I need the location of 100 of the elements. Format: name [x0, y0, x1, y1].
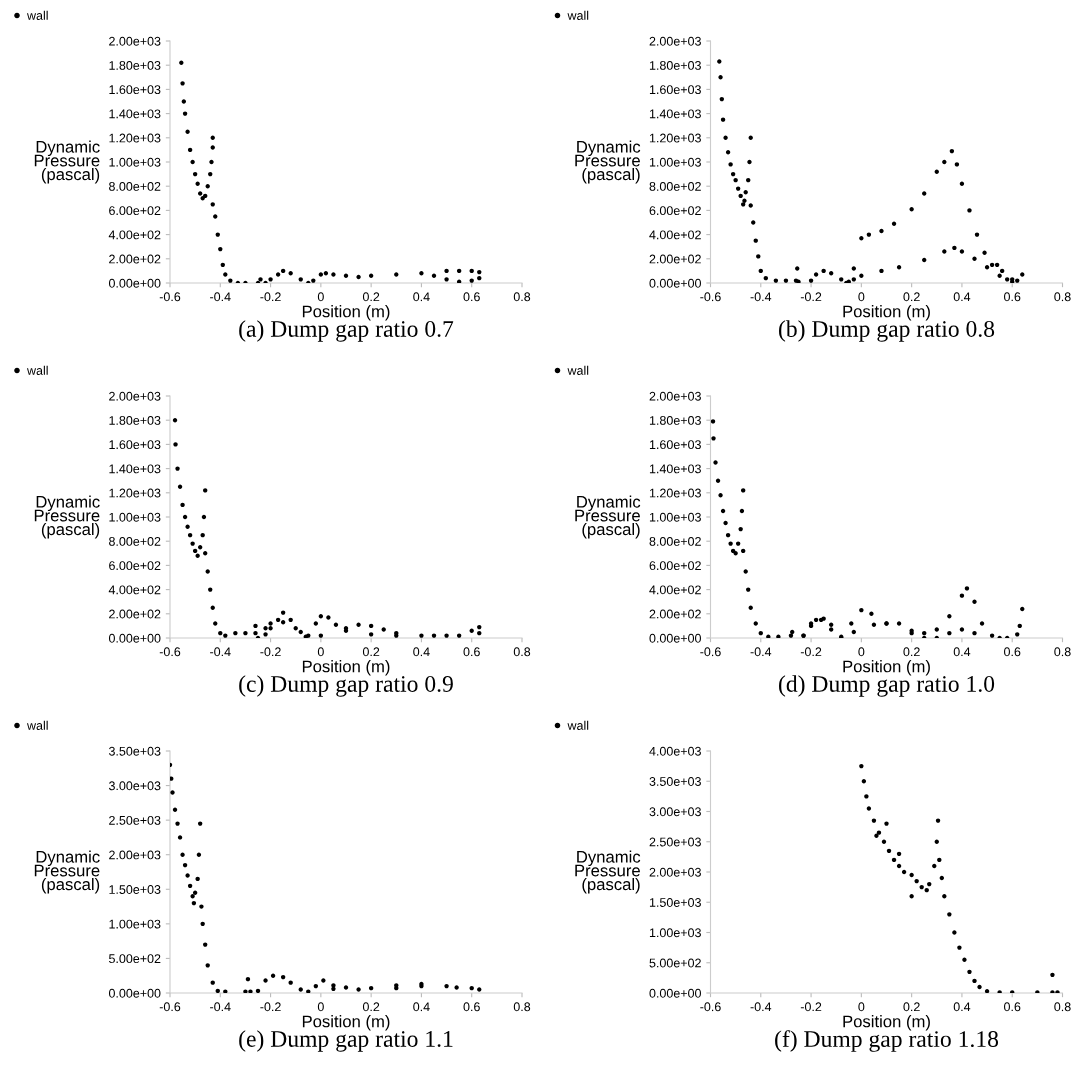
point [280, 268, 286, 274]
point [192, 890, 198, 895]
point [203, 551, 208, 556]
point [180, 81, 185, 86]
point [927, 881, 932, 887]
y-tick-label: 0.00e+00 [649, 278, 701, 288]
point [444, 633, 449, 638]
x-tick-label: 0.2 [903, 292, 920, 302]
y-tick-label: 1.20e+03 [109, 488, 161, 498]
y-tick-label: 2.00e+02 [109, 609, 161, 619]
point [939, 875, 945, 881]
x-tick-label: -0.2 [800, 1002, 822, 1012]
point [909, 894, 914, 899]
point [228, 278, 233, 283]
y-tick-label: 2.50e+03 [649, 837, 701, 847]
point [175, 466, 180, 471]
y-tick-label: 8.00e+02 [649, 537, 701, 546]
point [200, 921, 205, 927]
point [182, 111, 188, 116]
point [884, 821, 889, 826]
y-tick-label: 1.00e+03 [649, 928, 701, 938]
point [173, 442, 178, 447]
y-tick-label: 2.00e+03 [109, 36, 161, 46]
point [967, 969, 972, 975]
y-tick-label: 2.00e+03 [109, 850, 161, 860]
point [172, 807, 178, 812]
point [469, 628, 474, 633]
point [275, 272, 281, 277]
x-tick-label: 0 [317, 647, 324, 657]
point [199, 904, 204, 909]
x-tick-label: 0.4 [953, 647, 971, 657]
y-tick-label: 1.20e+03 [649, 488, 701, 498]
point [191, 900, 197, 906]
x-tick-label: -0.2 [800, 647, 822, 657]
point [891, 857, 897, 863]
point [394, 272, 399, 277]
legend-label: wall [26, 365, 48, 375]
text: (f) Dump gap ratio 1.18 [775, 1030, 999, 1052]
point [209, 159, 214, 165]
point [886, 848, 892, 854]
x-tick-label: -0.4 [210, 647, 231, 657]
point [311, 278, 316, 283]
point [477, 269, 482, 275]
x-tick-label: 0.6 [1004, 647, 1021, 657]
point [477, 275, 482, 281]
y-tick-label: 4.00e+02 [649, 585, 701, 595]
x-tick-label: 0.6 [1004, 1002, 1021, 1012]
x-tick-label: 0.8 [513, 647, 531, 657]
y-tick-label: 1.60e+03 [649, 85, 701, 95]
point [932, 863, 937, 869]
point [205, 963, 210, 968]
point [454, 985, 459, 990]
point [368, 623, 374, 629]
y-tick-label: 1.00e+03 [649, 512, 701, 522]
point [205, 184, 210, 189]
y-tick-label: 1.40e+03 [109, 109, 161, 119]
point [185, 524, 190, 529]
point [919, 884, 924, 890]
x-axis-title: Position (m) [302, 660, 390, 676]
y-tick-label: 1.40e+03 [649, 109, 701, 119]
y-tick-label: 0.00e+00 [108, 988, 161, 998]
y-tick-label: 8.00e+02 [109, 182, 161, 191]
y-tick-label: 8.00e+02 [649, 182, 701, 191]
point [220, 262, 225, 268]
point [313, 621, 319, 626]
point [280, 610, 286, 615]
point [469, 278, 474, 283]
y-tick-label: 1.80e+03 [109, 416, 161, 425]
x-tick-label: -0.6 [700, 1002, 721, 1012]
point [924, 887, 929, 893]
point [323, 271, 329, 276]
point [859, 763, 864, 769]
point [210, 135, 215, 140]
point [190, 159, 195, 165]
x-tick-label: 0.2 [362, 1002, 380, 1012]
point [196, 852, 202, 857]
point [1010, 990, 1015, 993]
x-tick-label: 0.4 [413, 647, 430, 657]
point [1050, 990, 1055, 993]
point [263, 632, 268, 637]
point [263, 280, 268, 283]
point [280, 974, 286, 980]
point [268, 626, 273, 631]
point [243, 280, 248, 283]
point [203, 942, 208, 947]
point [864, 794, 869, 799]
x-tick-label: 0.8 [513, 292, 531, 302]
point [881, 839, 887, 844]
y-tick-label: 4.00e+02 [108, 230, 161, 240]
text: (c) Dump gap ratio 0.9 [239, 675, 453, 697]
text: (d) Dump gap ratio 1.0 [779, 675, 995, 697]
point [935, 818, 941, 823]
point [288, 617, 293, 623]
y-tick-label: 1.60e+03 [109, 85, 161, 95]
point [942, 894, 947, 899]
point [210, 980, 215, 985]
x-tick-label: 0 [858, 292, 865, 302]
text: (a) Dump gap ratio 0.7 [239, 320, 454, 342]
point [253, 630, 258, 636]
point [192, 171, 198, 177]
